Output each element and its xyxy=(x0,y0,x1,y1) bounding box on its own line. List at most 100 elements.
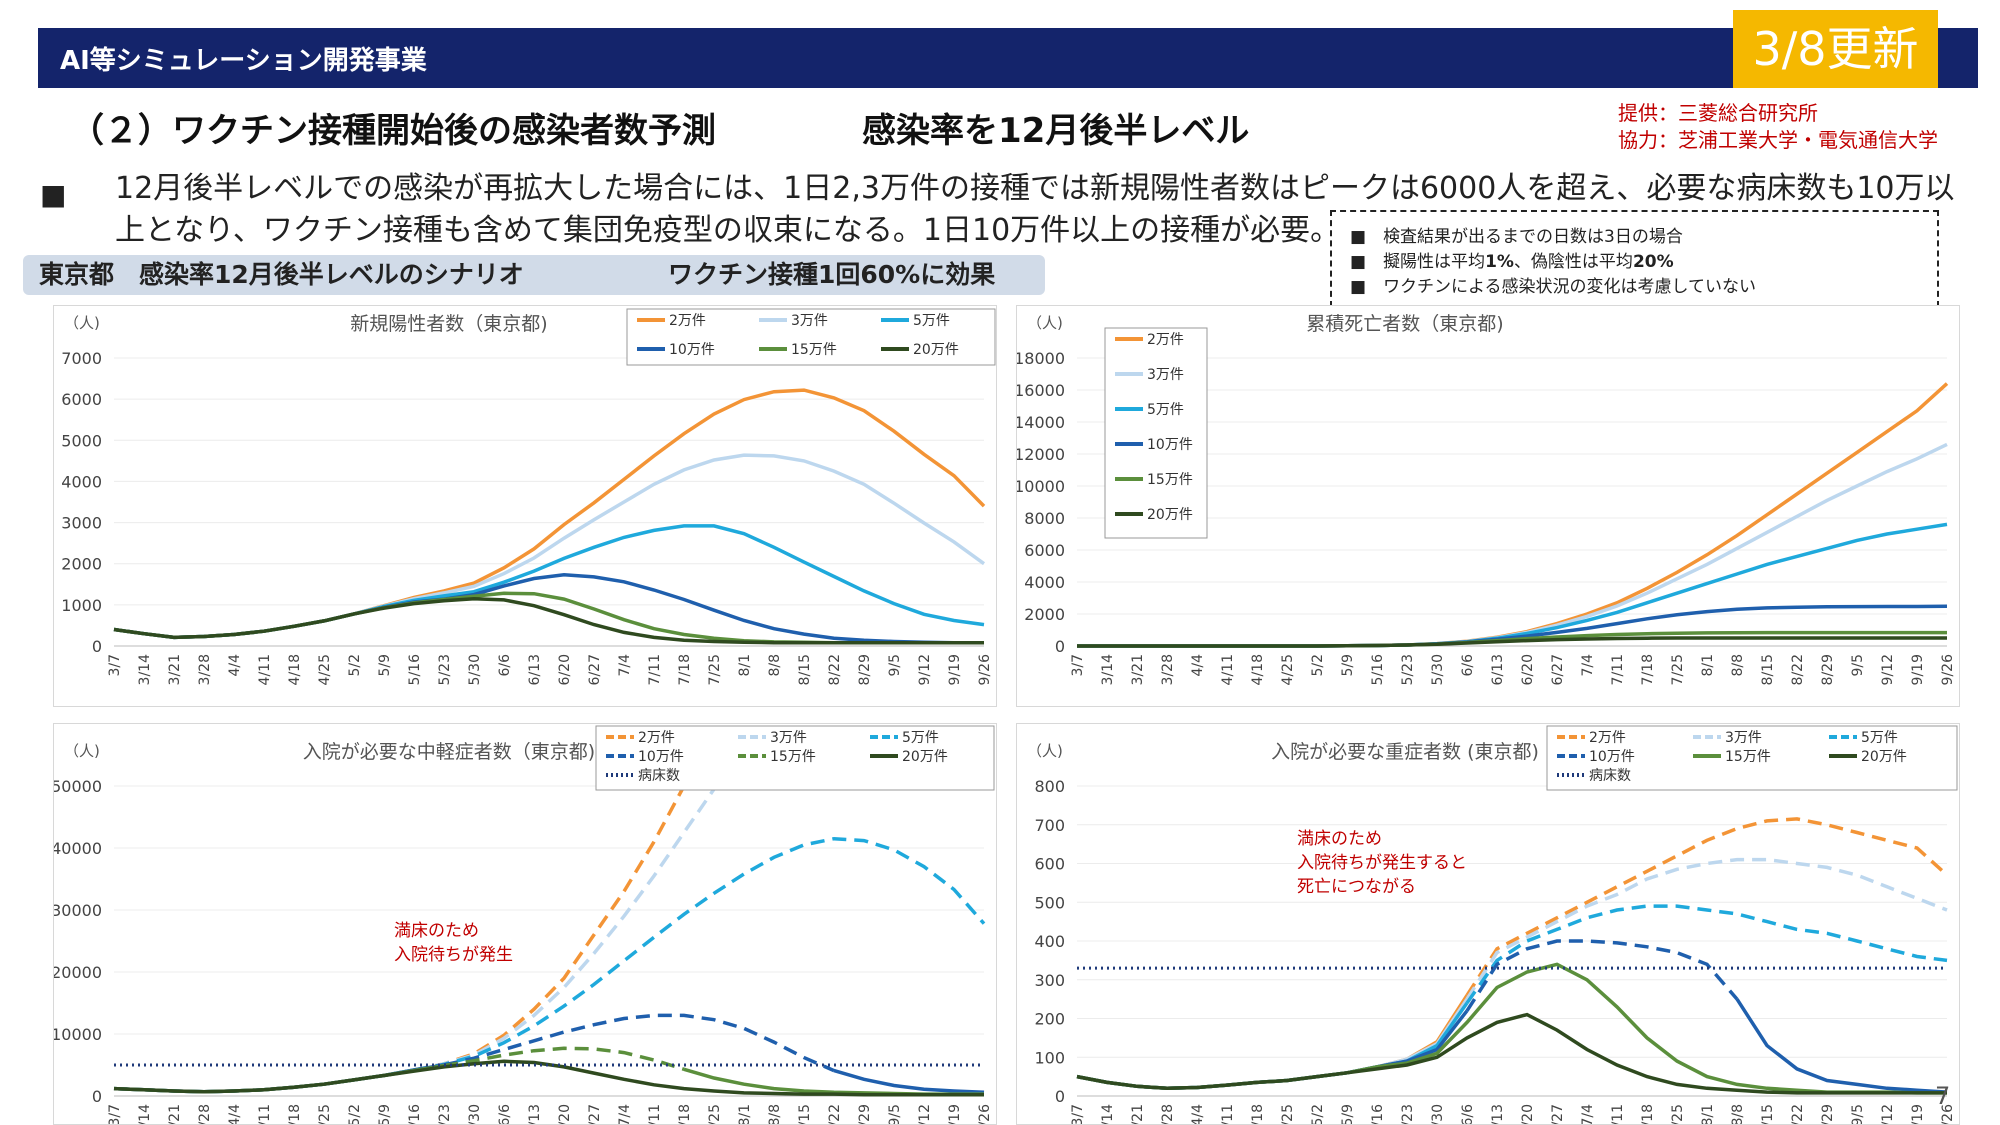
x-tick-label: 5/16 xyxy=(1370,654,1386,686)
y-tick-label: 400 xyxy=(1034,932,1065,951)
x-tick-label: 4/4 xyxy=(1190,654,1206,677)
legend-label: 20万件 xyxy=(1861,749,1907,765)
x-tick-label: 3/21 xyxy=(1130,654,1146,685)
x-tick-label: 6/6 xyxy=(497,654,513,677)
x-tick-label: 4/25 xyxy=(317,1104,333,1124)
chart-moderate: 入院が必要な中軽症者数（東京都) （人) 0 10000 20000 30000 40000… xyxy=(53,723,997,1125)
x-tick-label: 6/13 xyxy=(1490,1104,1506,1124)
y-tick-label: 4000 xyxy=(1024,573,1065,592)
legend-box xyxy=(626,308,996,366)
series-line xyxy=(113,1059,984,1097)
series-line xyxy=(1076,1001,1469,1091)
x-tick-label: 5/30 xyxy=(1430,654,1446,685)
x-tick-label: 6/6 xyxy=(1460,1104,1476,1124)
update-badge: 3/8更新 xyxy=(1733,10,1938,88)
x-tick-label: 7/18 xyxy=(677,1104,693,1124)
annotation-text: 入院待ちが発生すると xyxy=(1297,853,1467,873)
x-tick-label: 9/5 xyxy=(887,1104,903,1124)
y-tick-label: 2000 xyxy=(61,555,102,574)
y-tick-label: 1000 xyxy=(61,596,102,615)
x-tick-label: 3/14 xyxy=(137,1104,153,1124)
series-line-dashed xyxy=(1465,904,1948,1005)
x-tick-label: 3/28 xyxy=(197,1104,213,1124)
x-tick-label: 4/11 xyxy=(1220,654,1236,685)
x-tick-label: 4/4 xyxy=(227,654,243,677)
x-tick-label: 5/9 xyxy=(377,654,393,677)
y-tick-label: 0 xyxy=(1055,637,1065,656)
x-tick-label: 6/20 xyxy=(557,1104,573,1124)
x-tick-label: 8/29 xyxy=(857,1104,873,1124)
series-line-dashed xyxy=(1465,857,1948,1001)
series-line-dashed xyxy=(1465,939,1739,1012)
y-tick-label: 20000 xyxy=(54,963,102,982)
x-tick-label: 9/12 xyxy=(917,654,933,685)
x-tick-label: 7/11 xyxy=(1610,654,1626,685)
x-tick-label: 8/8 xyxy=(767,654,783,677)
x-tick-label: 6/20 xyxy=(1520,654,1536,685)
legend-label: 3万件 xyxy=(1147,367,1184,383)
x-tick-label: 9/26 xyxy=(977,654,993,686)
legend-label: 3万件 xyxy=(770,730,807,746)
x-tick-label: 5/30 xyxy=(1430,1104,1446,1124)
y-tick-label: 40000 xyxy=(54,839,102,858)
y-tick-label: 600 xyxy=(1034,855,1065,874)
chart-new-cases-svg: 新規陽性者数（東京都) （人) 0 1000 2000 3000 4000 5000 6000 7… xyxy=(61,308,996,686)
credit-provider: 提供：三菱総合研究所 xyxy=(1618,101,1818,125)
y-tick-label: 0 xyxy=(1055,1087,1065,1106)
x-tick-label: 6/27 xyxy=(587,654,603,685)
x-tick-label: 6/13 xyxy=(527,1104,543,1124)
x-tick-label: 9/26 xyxy=(1940,1104,1956,1124)
x-tick-label: 3/7 xyxy=(107,654,123,677)
x-tick-label: 3/14 xyxy=(1100,654,1116,686)
x-tick-label: 7/25 xyxy=(707,1104,723,1124)
x-tick-label: 7/25 xyxy=(707,654,723,685)
chart-severe: 入院が必要な重症者数 (東京都) （人) 0 100 200 300 400 500 600 70… xyxy=(1016,723,1960,1125)
y-tick-label: 4000 xyxy=(61,472,102,491)
y-tick-label: 200 xyxy=(1034,1010,1065,1029)
y-tick-label: 100 xyxy=(1034,1048,1065,1067)
x-tick-label: 8/29 xyxy=(1820,1104,1836,1124)
chart-new-cases: 新規陽性者数（東京都) （人) 0 1000 2000 3000 4000 5000 6000 7… xyxy=(53,305,997,707)
x-tick-label: 7/25 xyxy=(1670,1104,1686,1124)
y-tick-label: 500 xyxy=(1034,893,1065,912)
legend-label: 2万件 xyxy=(638,730,675,746)
bullet-text: 12月後半レベルでの感染が再拡大した場合には、1日2,3万件の接種では新規陽性者… xyxy=(115,171,1955,248)
legend-label: 10万件 xyxy=(638,749,684,765)
x-tick-label: 8/1 xyxy=(1700,654,1716,677)
series-line xyxy=(1076,994,1469,1091)
page-number: 7 xyxy=(1935,1082,1951,1110)
x-tick-label: 6/27 xyxy=(587,1104,603,1124)
x-tick-label: 7/11 xyxy=(1610,1104,1626,1124)
x-tick-label: 9/5 xyxy=(1850,1104,1866,1124)
x-tick-label: 7/4 xyxy=(1580,654,1596,677)
x-tick-label: 9/19 xyxy=(1910,654,1926,685)
scenario-right: ワクチン接種1回60%に効果 xyxy=(668,260,996,289)
legend-label: 15万件 xyxy=(770,749,816,765)
series-line xyxy=(113,591,984,645)
unit-label: （人) xyxy=(1027,742,1063,760)
series-line xyxy=(113,388,986,640)
x-tick-label: 3/14 xyxy=(137,654,153,686)
x-tick-label: 6/6 xyxy=(1460,654,1476,677)
chart-severe-svg: 入院が必要な重症者数 (東京都) （人) 0 100 200 300 400 500 600 70… xyxy=(1027,725,1958,1124)
x-tick-label: 5/9 xyxy=(1340,1104,1356,1124)
x-tick-label: 5/2 xyxy=(1310,1104,1326,1124)
y-tick-label: 10000 xyxy=(1017,477,1065,496)
x-tick-label: 8/29 xyxy=(857,654,873,685)
x-tick-label: 5/9 xyxy=(1340,654,1356,677)
unit-label: （人) xyxy=(1027,314,1063,332)
x-tick-label: 8/8 xyxy=(1730,1104,1746,1124)
x-tick-label: 8/8 xyxy=(767,1104,783,1124)
y-tick-label: 700 xyxy=(1034,816,1065,835)
unit-label: （人) xyxy=(64,314,100,332)
scenario-left: 東京都 感染率12月後半レベルのシナリオ xyxy=(39,260,524,289)
series-line xyxy=(113,524,985,640)
x-tick-label: 6/6 xyxy=(497,1104,513,1124)
series-line-dashed xyxy=(413,836,986,1072)
y-tick-label: 5000 xyxy=(61,431,102,450)
x-tick-label: 6/20 xyxy=(1520,1104,1536,1124)
y-tick-label: 6000 xyxy=(61,390,102,409)
annotation-text: 入院待ちが発生 xyxy=(394,945,513,965)
legend-label: 2万件 xyxy=(669,313,706,329)
y-tick-label: 2000 xyxy=(1024,605,1065,624)
